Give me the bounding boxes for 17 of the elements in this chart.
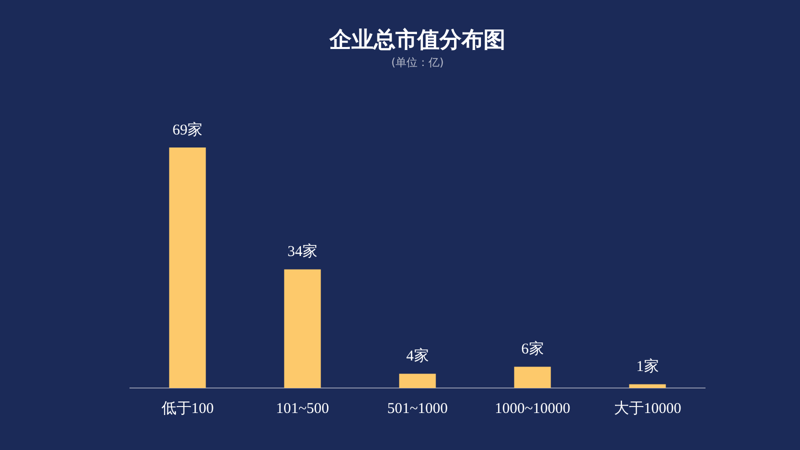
x-tick-label: 大于10000 (614, 400, 682, 417)
x-tick-label: 101~500 (276, 400, 330, 417)
bar (399, 374, 436, 388)
chart-title: 企业总市值分布图 (328, 26, 506, 53)
bar (169, 148, 206, 388)
data-label: 6家 (521, 340, 544, 358)
x-tick-label: 低于100 (161, 400, 214, 417)
data-label: 1家 (636, 358, 659, 375)
data-label: 34家 (288, 243, 318, 260)
x-tick-label: 1000~10000 (494, 400, 570, 417)
bar (514, 366, 551, 388)
data-label: 4家 (406, 348, 429, 365)
bar (284, 269, 321, 388)
chart-subtitle: (单位：亿) (391, 56, 444, 69)
x-tick-label: 501~1000 (387, 400, 448, 417)
data-label: 69家 (172, 121, 202, 138)
bar (629, 384, 666, 388)
